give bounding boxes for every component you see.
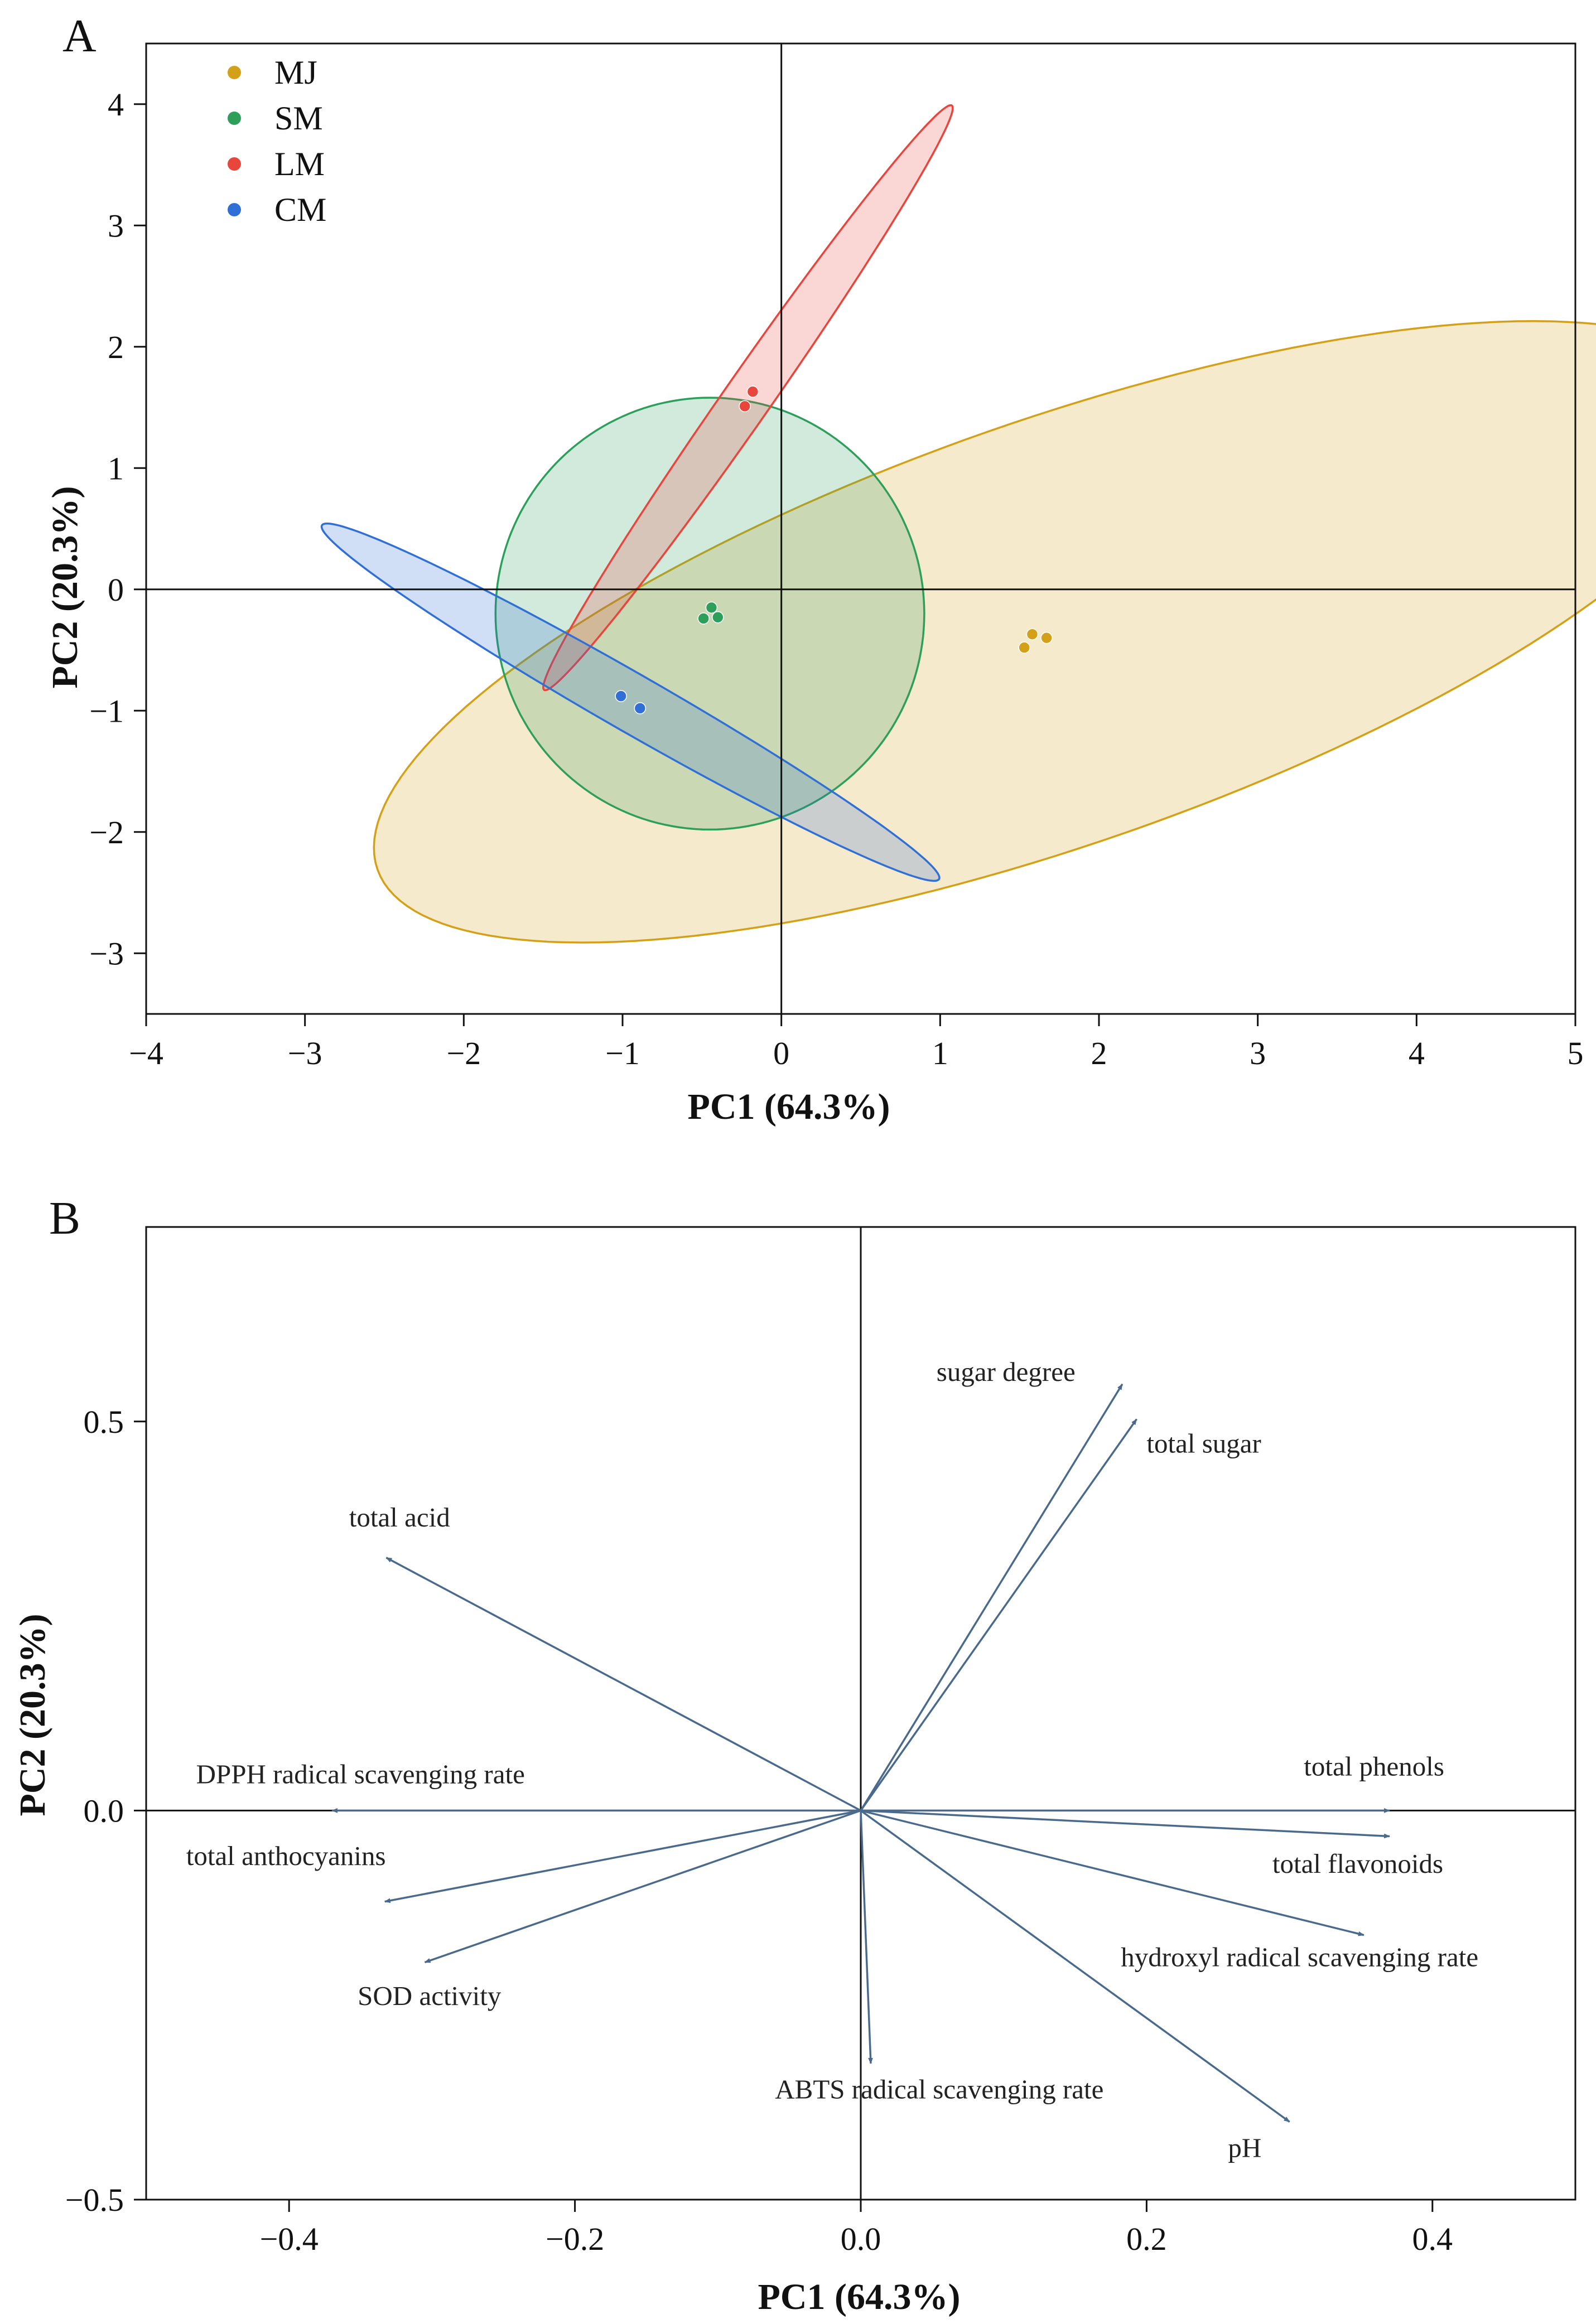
x-tick-label: −3	[288, 1035, 322, 1071]
vector-arrow-abts-radical-scavenging-rate	[861, 1810, 871, 2063]
y-tick-label: 4	[108, 86, 124, 123]
legend-marker-sm	[228, 112, 241, 125]
x-tick-label: 0.4	[1412, 2221, 1453, 2257]
point-sm-3	[712, 612, 724, 623]
x-tick-label: 0	[773, 1035, 789, 1071]
panel-b-y-axis: −0.5 0.0 0.5	[65, 1404, 146, 2218]
panel-b-loadings-biplot: B sugar degree total sugar total acid DPPH …	[12, 1192, 1575, 2317]
panel-b-x-axis-title: PC1 (64.3%)	[758, 2277, 961, 2317]
legend-label-lm: LM	[274, 146, 325, 182]
y-tick-label: 0.0	[84, 1792, 124, 1829]
y-tick-label: 0	[108, 572, 124, 608]
point-lm-2	[739, 400, 750, 412]
y-tick-label: 1	[108, 450, 124, 486]
point-cm-2	[634, 703, 645, 714]
x-tick-label: 2	[1091, 1035, 1107, 1071]
y-tick-label: −0.5	[65, 2182, 124, 2218]
vector-label-sod-activity: SOD activity	[358, 1980, 502, 2011]
point-lm-1	[747, 386, 758, 397]
legend-marker-lm	[228, 157, 241, 171]
x-tick-label: 4	[1409, 1035, 1425, 1071]
panel-a-legend: MJ SM LM CM	[228, 54, 326, 228]
vector-arrow-sugar-degree	[861, 1384, 1122, 1811]
y-tick-label: 2	[108, 329, 124, 365]
x-tick-label: 0.2	[1126, 2221, 1167, 2257]
point-mj-3	[1041, 632, 1052, 644]
point-sm-1	[706, 602, 717, 613]
x-tick-label: 1	[932, 1035, 948, 1071]
legend-label-sm: SM	[274, 100, 323, 137]
vector-arrow-total-anthocyanins	[385, 1810, 861, 1901]
x-tick-label: −4	[129, 1035, 163, 1071]
point-cm-1	[615, 690, 626, 702]
legend-marker-cm	[228, 203, 241, 216]
vector-label-total-sugar: total sugar	[1146, 1428, 1261, 1459]
point-sm-2	[698, 613, 709, 624]
vector-label-abts-radical-scavenging-rate: ABTS radical scavenging rate	[775, 2074, 1103, 2105]
vector-label-total-phenols: total phenols	[1304, 1751, 1444, 1782]
y-tick-label: −1	[89, 693, 124, 729]
panel-a-ellipses	[322, 105, 1596, 943]
vector-label-ph: pH	[1228, 2132, 1261, 2163]
panel-a-letter: A	[62, 10, 97, 62]
panel-a-y-axis: −3 −2 −1 0 1 2 3 4	[89, 86, 146, 972]
point-mj-1	[1019, 642, 1030, 653]
panel-a-pca-scores: A −4 −3 −2 −1 0 1 2 3 4 5 −3 −2 −1 0 1 2 3 4 MJ SM LM CM PC…	[45, 10, 1596, 1127]
legend-label-cm: CM	[274, 191, 326, 228]
vector-label-hydroxyl-radical-scavenging-rate: hydroxyl radical scavenging rate	[1121, 1941, 1478, 1972]
vector-label-sugar-degree: sugar degree	[937, 1356, 1076, 1387]
point-mj-2	[1026, 629, 1038, 640]
y-tick-label: −2	[89, 814, 124, 851]
panel-a-x-axis: −4 −3 −2 −1 0 1 2 3 4 5	[129, 1014, 1583, 1071]
vector-arrow-sod-activity	[425, 1810, 861, 1962]
x-tick-label: −2	[446, 1035, 481, 1071]
x-tick-label: −1	[605, 1035, 640, 1071]
panel-b-letter: B	[49, 1192, 80, 1244]
panel-a-x-axis-title: PC1 (64.3%)	[688, 1086, 890, 1127]
vector-label-total-anthocyanins: total anthocyanins	[186, 1840, 386, 1871]
y-tick-label: 3	[108, 207, 124, 244]
vector-label-total-acid: total acid	[349, 1502, 450, 1533]
y-tick-label: 0.5	[84, 1404, 124, 1440]
x-tick-label: 5	[1568, 1035, 1584, 1071]
y-tick-label: −3	[89, 935, 124, 972]
panel-b-y-axis-title: PC2 (20.3%)	[12, 1614, 53, 1816]
x-tick-label: 0.0	[841, 2221, 881, 2257]
panel-b-x-axis: −0.4 −0.2 0.0 0.2 0.4	[260, 2200, 1453, 2257]
vector-arrow-total-flavonoids	[861, 1810, 1390, 1836]
panel-b-loading-vectors: sugar degree total sugar total acid DPPH ra…	[186, 1356, 1478, 2163]
panel-a-y-axis-title: PC2 (20.3%)	[45, 486, 85, 689]
x-tick-label: −0.2	[546, 2221, 604, 2257]
x-tick-label: 3	[1250, 1035, 1266, 1071]
vector-label-dpph-radical-scavenging-rate: DPPH radical scavenging rate	[196, 1759, 525, 1790]
vector-arrow-total-sugar	[861, 1419, 1136, 1811]
vector-label-total-flavonoids: total flavonoids	[1272, 1848, 1443, 1879]
x-tick-label: −0.4	[260, 2221, 319, 2257]
legend-marker-mj	[228, 66, 241, 79]
legend-label-mj: MJ	[274, 54, 317, 91]
